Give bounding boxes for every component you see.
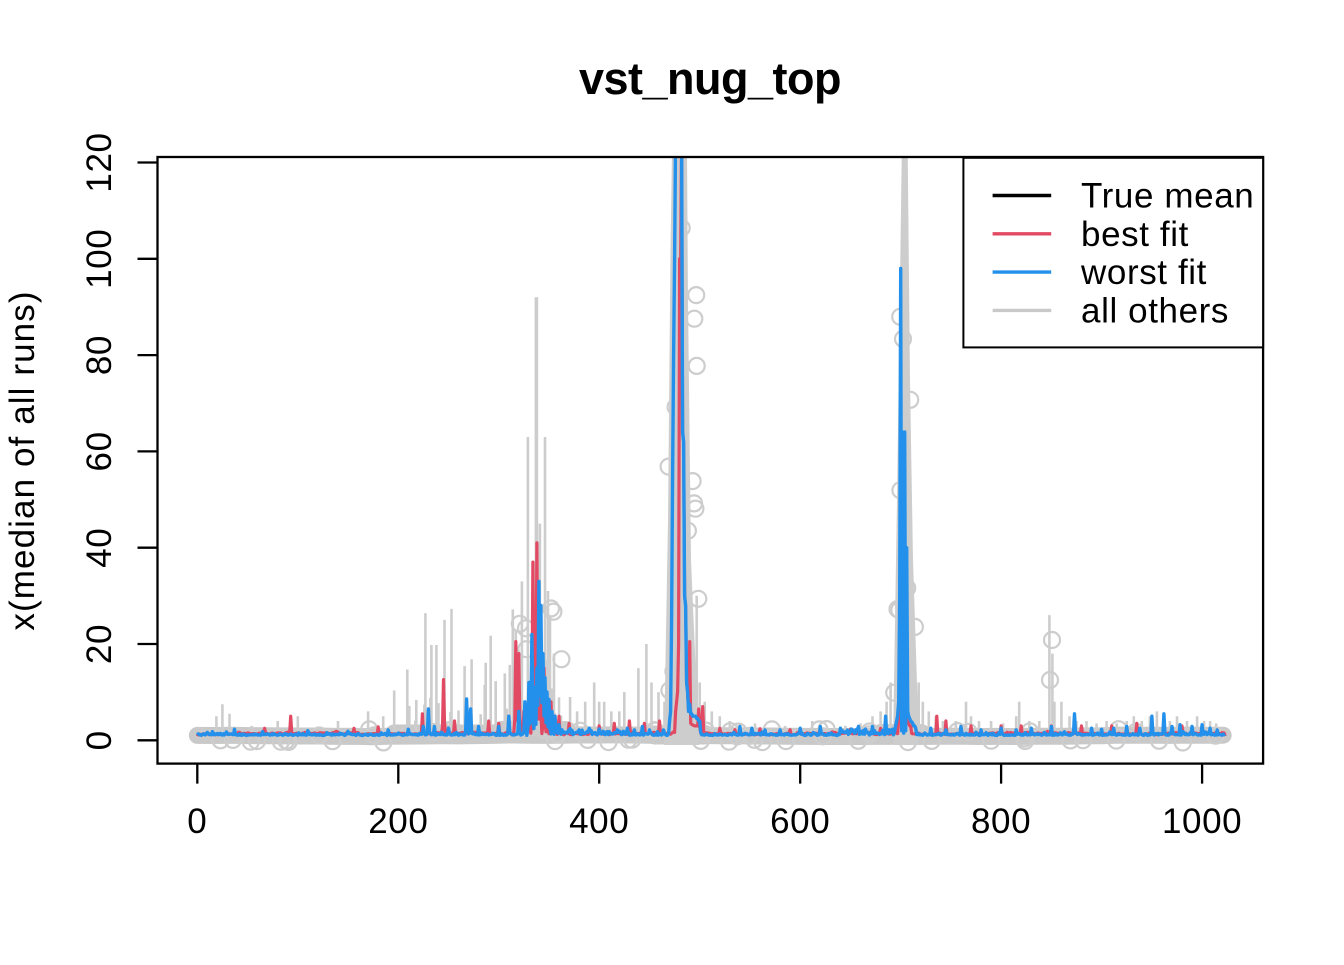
svg-text:vst_nug_top: vst_nug_top — [579, 53, 841, 104]
svg-text:True mean: True mean — [1081, 177, 1254, 216]
svg-text:100: 100 — [80, 229, 119, 289]
svg-text:0: 0 — [187, 802, 207, 841]
svg-text:20: 20 — [80, 624, 119, 664]
svg-text:0: 0 — [80, 730, 119, 750]
svg-text:800: 800 — [971, 802, 1031, 841]
svg-text:60: 60 — [80, 431, 119, 471]
svg-text:80: 80 — [80, 335, 119, 375]
svg-text:1000: 1000 — [1162, 802, 1242, 841]
svg-text:best fit: best fit — [1081, 215, 1189, 254]
svg-text:40: 40 — [80, 528, 119, 568]
svg-text:all others: all others — [1081, 291, 1229, 330]
svg-text:x(median of all runs): x(median of all runs) — [3, 290, 42, 630]
svg-text:600: 600 — [770, 802, 830, 841]
svg-text:400: 400 — [569, 802, 629, 841]
svg-text:worst fit: worst fit — [1080, 253, 1207, 292]
svg-text:200: 200 — [368, 802, 428, 841]
svg-text:120: 120 — [80, 132, 119, 192]
